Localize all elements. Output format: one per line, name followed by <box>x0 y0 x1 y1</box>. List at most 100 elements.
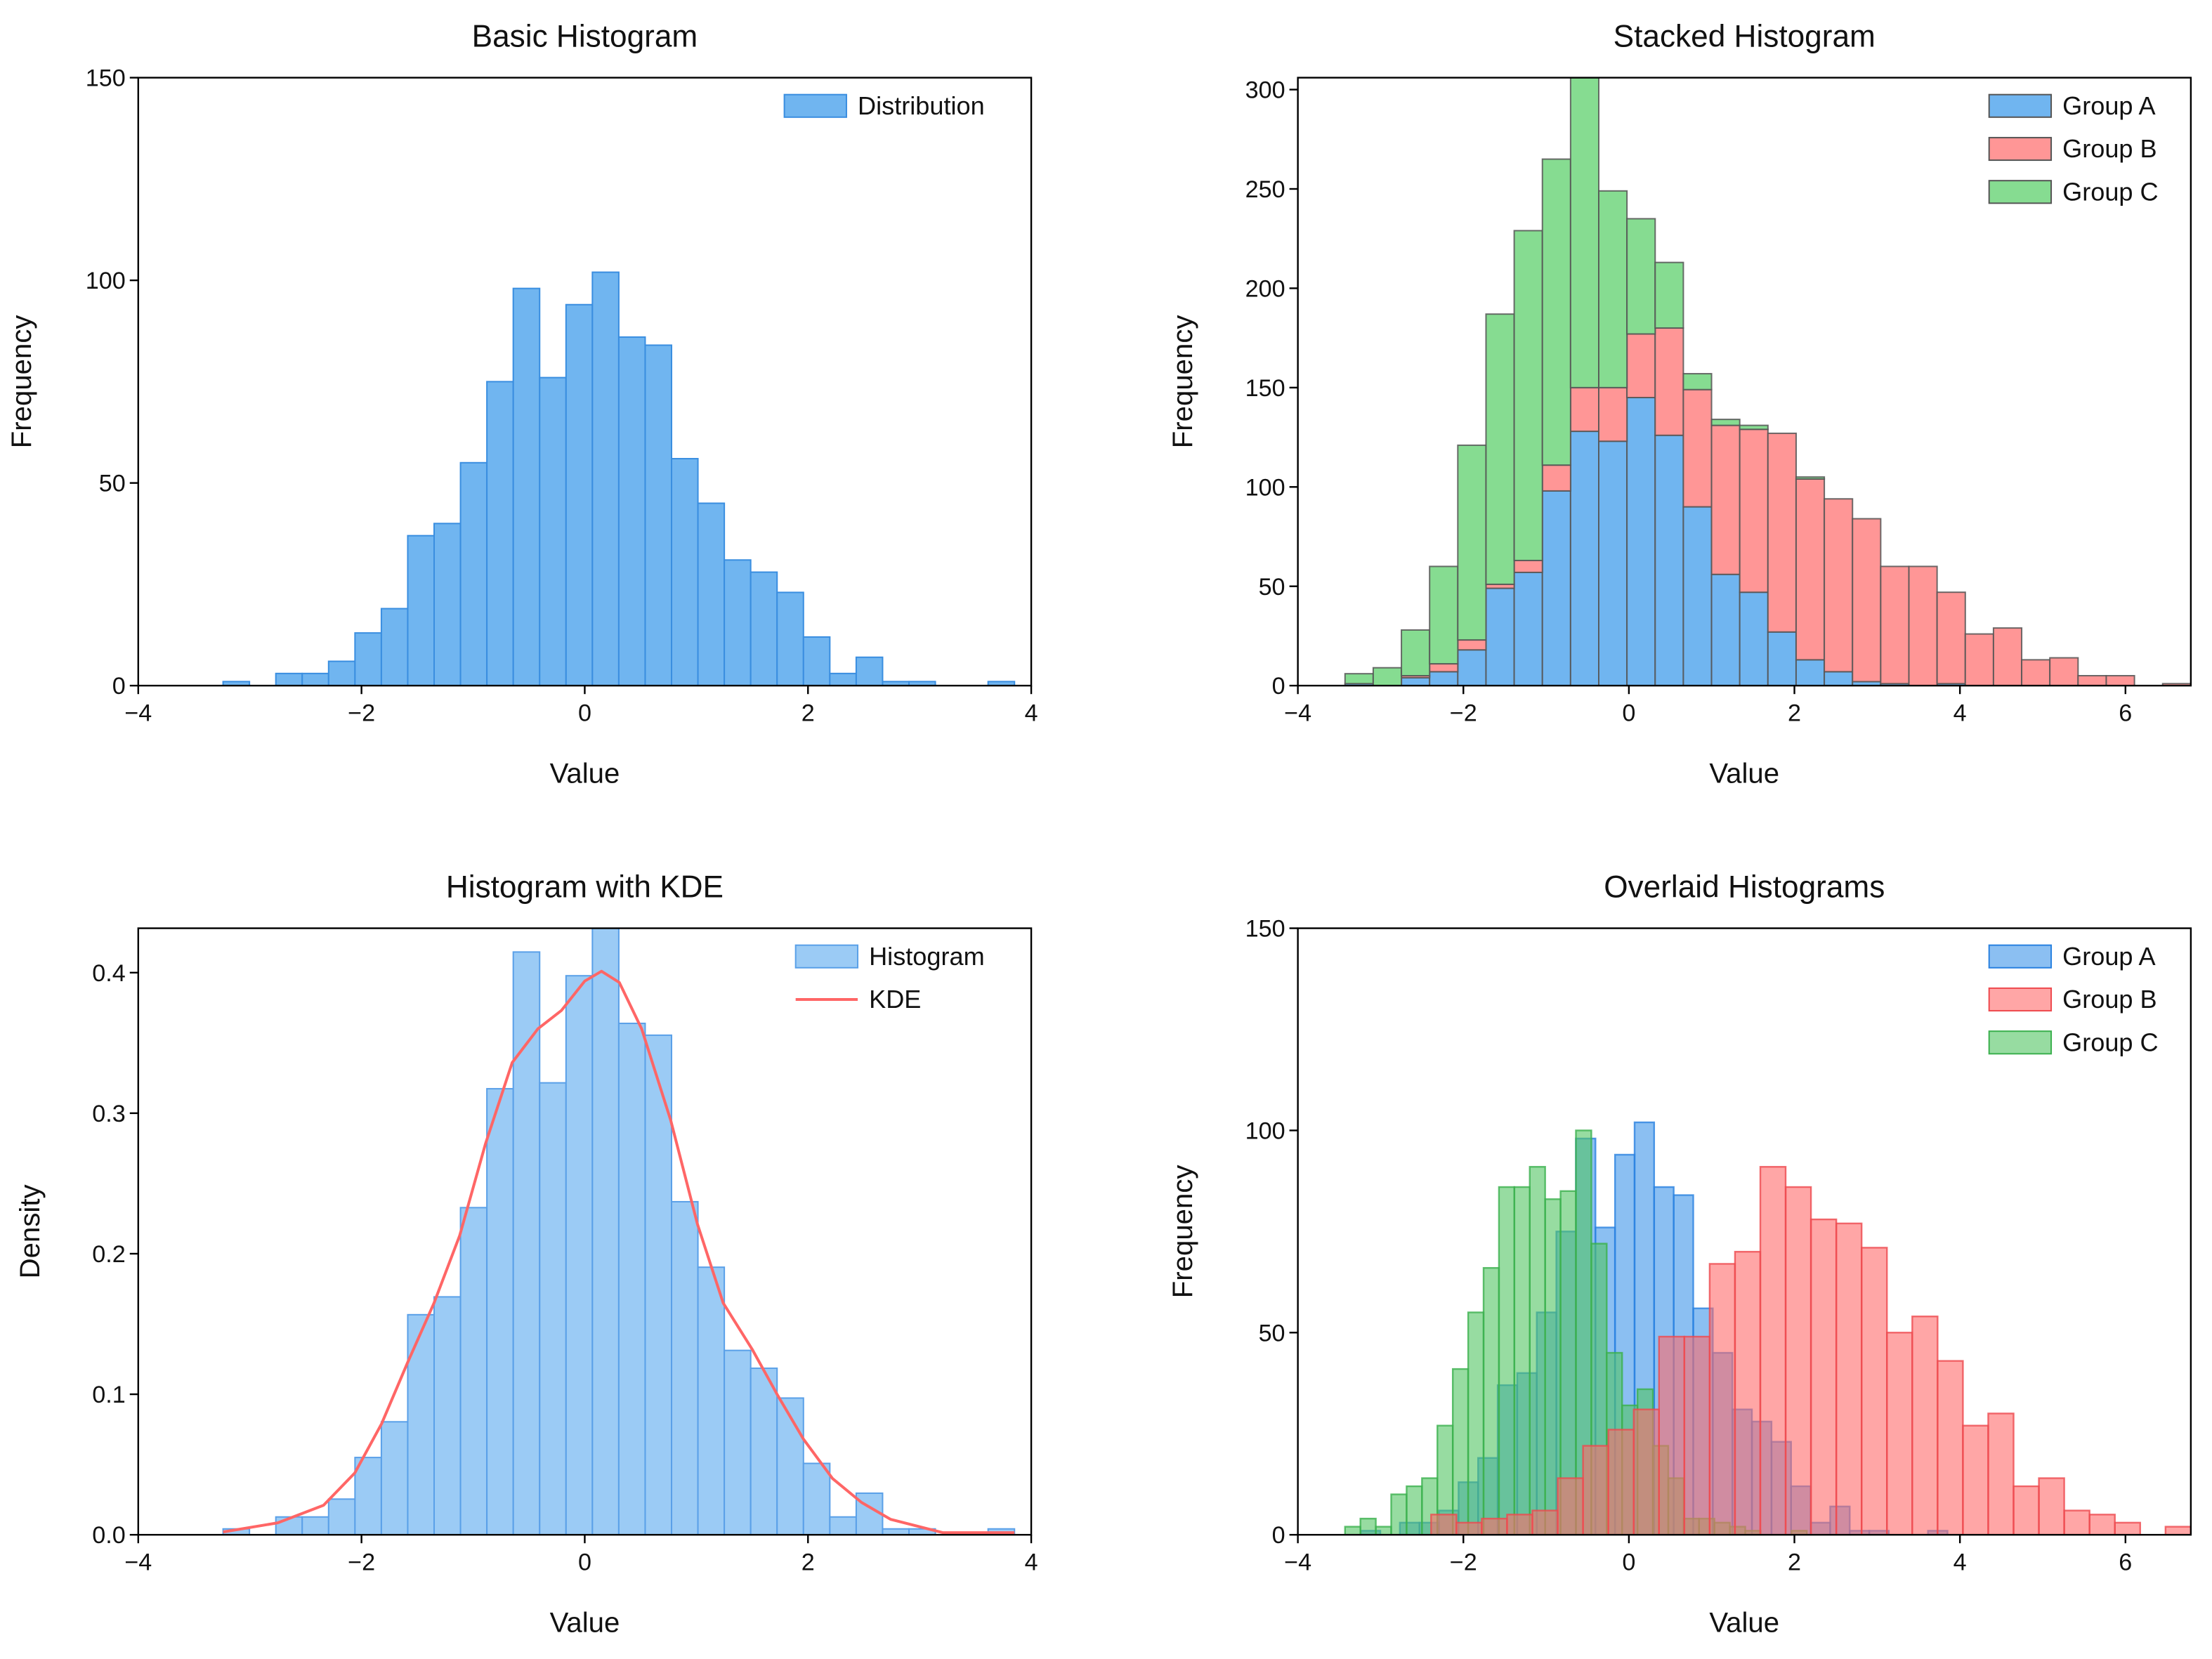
x-axis-label: Value <box>1709 758 1779 789</box>
legend-swatch <box>1988 136 2053 162</box>
bar-distribution-6 <box>380 608 409 686</box>
legend-item: Group A <box>1988 942 2157 971</box>
bar-group-b-5 <box>1557 1477 1584 1535</box>
bar-distribution-7 <box>407 535 436 686</box>
bar-group-c-9 <box>1482 1266 1500 1535</box>
y-tick-label: 0.1 <box>92 1382 125 1408</box>
legend-swatch <box>1988 944 2053 969</box>
bar-distribution-23 <box>829 672 857 686</box>
bar-distribution-8 <box>433 523 462 686</box>
bar-group-b-11 <box>1654 327 1684 436</box>
y-tick-label: 50 <box>1259 1320 1285 1346</box>
bar-distribution-18 <box>697 502 726 686</box>
bar-group-c-16 <box>1795 476 1826 480</box>
x-tick-label: −4 <box>124 1549 152 1575</box>
bar-group-c-13 <box>1710 419 1741 426</box>
bar-group-b-4 <box>1531 1509 1559 1535</box>
bar-distribution-29 <box>987 681 1016 686</box>
legend-item: Distribution <box>783 91 985 120</box>
legend-item: Group B <box>1988 985 2157 1014</box>
bar-group-b-9 <box>1658 1335 1686 1535</box>
legend-item: Group A <box>1988 91 2157 120</box>
bar-distribution-24 <box>855 656 884 686</box>
bar-group-a-16 <box>1795 659 1826 686</box>
y-tick-label: 0.2 <box>92 1241 125 1268</box>
bar-group-b-19 <box>1911 1316 1939 1535</box>
bar-group-b-17 <box>1860 1247 1888 1535</box>
x-tick-label: −2 <box>348 1549 375 1575</box>
bar-histogram-17 <box>671 1200 699 1535</box>
x-tick-label: −4 <box>124 700 152 726</box>
y-axis-label: Frequency <box>1167 315 1198 449</box>
bar-group-c-7 <box>1541 158 1571 466</box>
legend-swatch <box>1988 93 2053 118</box>
legend-item: Group C <box>1988 177 2159 206</box>
bar-group-c-0 <box>1344 673 1374 685</box>
bar-distribution-17 <box>671 458 699 686</box>
kde-line <box>223 969 1015 1535</box>
legend-swatch <box>783 93 847 118</box>
y-tick-label: 100 <box>86 268 126 294</box>
bar-group-b-15 <box>1767 432 1797 633</box>
bar-distribution-2 <box>275 672 303 686</box>
bar-group-b-19 <box>1880 565 1910 685</box>
legend-label: Group A <box>2062 91 2156 120</box>
overlaid-histograms-chart: −4 −2 0 2 4 6 0 50 100 150 Overlaid Histograms Valu… <box>1167 870 2192 1639</box>
legend-label: Group A <box>2062 942 2156 971</box>
bar-group-c-7 <box>1451 1368 1470 1535</box>
legend-item: Group C <box>1988 1028 2159 1056</box>
bar-group-c-3 <box>1390 1493 1408 1535</box>
y-tick-label: 300 <box>1245 77 1285 104</box>
y-tick-label: 0.3 <box>92 1101 125 1127</box>
bar-group-a-7 <box>1541 490 1571 686</box>
y-axis-label: Frequency <box>1167 1165 1198 1298</box>
bars <box>222 271 1016 686</box>
y-tick-label: 50 <box>1259 574 1285 601</box>
bar-group-b-27 <box>2105 675 2135 686</box>
legend-item: Group B <box>1988 134 2157 163</box>
bar-histogram-10 <box>486 1088 514 1535</box>
legend-label: Group C <box>2062 177 2159 206</box>
bar-group-b-6 <box>1582 1445 1609 1535</box>
y-tick-label: 0 <box>112 673 126 700</box>
bar-group-b-11 <box>1708 1263 1736 1535</box>
y-tick-label: 0 <box>1272 673 1285 700</box>
x-axis-label: Value <box>550 1607 620 1639</box>
legend-label: Group C <box>2062 1028 2159 1056</box>
bar-distribution-22 <box>802 636 831 686</box>
bar-group-b-3 <box>1506 1514 1533 1535</box>
bar-group-c-1 <box>1372 667 1403 686</box>
bar-group-c-12 <box>1529 1166 1546 1535</box>
chart-title: Stacked Histogram <box>1614 19 1876 53</box>
bar-group-c-11 <box>1654 261 1684 329</box>
y-tick-label: 100 <box>1245 474 1285 501</box>
legend: Group A Group B Group C <box>1988 91 2159 206</box>
bar-group-b-17 <box>1824 498 1854 673</box>
bar-histogram-25 <box>882 1528 910 1535</box>
bar-group-c-12 <box>1682 373 1713 391</box>
x-tick-label: −4 <box>1284 700 1311 726</box>
bar-histogram-23 <box>829 1516 857 1535</box>
x-tick-label: 0 <box>1622 700 1635 726</box>
bar-distribution-0 <box>222 681 251 686</box>
bar-distribution-5 <box>354 632 382 686</box>
bar-distribution-4 <box>327 660 356 686</box>
x-tick-label: 0 <box>578 700 591 726</box>
bar-group-c-2 <box>1375 1526 1392 1535</box>
bar-histogram-4 <box>327 1498 356 1535</box>
y-tick-label: 0 <box>1272 1522 1285 1549</box>
legend-label: Distribution <box>858 91 985 120</box>
bar-group-c-5 <box>1485 313 1515 585</box>
bar-group-a-8 <box>1569 431 1600 686</box>
plot-frame <box>1297 77 2192 687</box>
bar-distribution-21 <box>776 591 804 686</box>
bar-group-b-14 <box>1784 1186 1812 1535</box>
bar-group-b-14 <box>1739 428 1769 594</box>
x-tick-label: 2 <box>1788 700 1801 726</box>
bar-histogram-5 <box>354 1457 382 1535</box>
y-tick-label: 0.4 <box>92 960 125 987</box>
bar-group-b-9 <box>1598 386 1628 442</box>
x-tick-label: 4 <box>1954 1549 1967 1575</box>
legend-label: Group B <box>2062 985 2157 1014</box>
